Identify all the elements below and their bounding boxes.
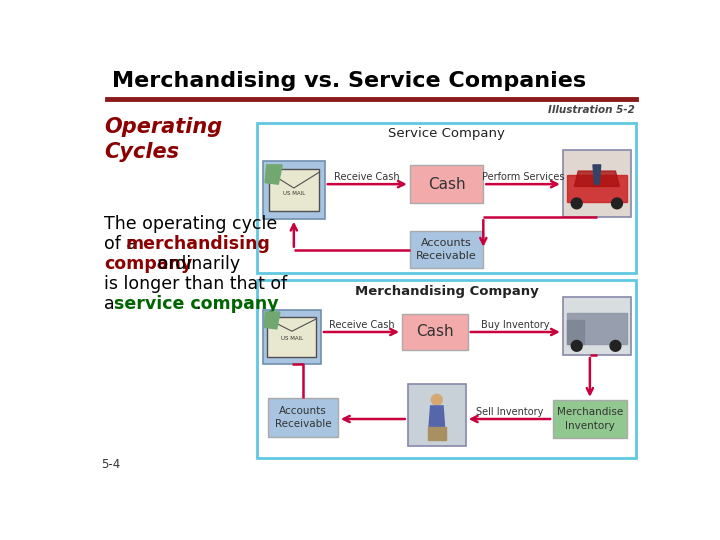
FancyBboxPatch shape bbox=[408, 384, 466, 446]
Text: Merchandising Company: Merchandising Company bbox=[355, 285, 539, 298]
Polygon shape bbox=[575, 171, 619, 186]
Text: US MAIL: US MAIL bbox=[281, 336, 303, 341]
FancyBboxPatch shape bbox=[563, 150, 631, 217]
FancyBboxPatch shape bbox=[410, 165, 483, 204]
Text: is longer than that of: is longer than that of bbox=[104, 275, 287, 293]
Text: US MAIL: US MAIL bbox=[283, 191, 305, 196]
FancyBboxPatch shape bbox=[269, 168, 319, 211]
Text: The operating cycle: The operating cycle bbox=[104, 215, 277, 233]
Polygon shape bbox=[264, 312, 280, 329]
Text: Perform Services: Perform Services bbox=[482, 172, 564, 182]
Polygon shape bbox=[571, 340, 582, 351]
Polygon shape bbox=[265, 165, 282, 184]
Text: Service Company: Service Company bbox=[388, 127, 505, 140]
FancyBboxPatch shape bbox=[263, 309, 321, 363]
Text: a: a bbox=[104, 295, 120, 313]
Text: Merchandise
Inventory: Merchandise Inventory bbox=[557, 407, 623, 430]
Text: Sell Inventory: Sell Inventory bbox=[476, 407, 543, 417]
Polygon shape bbox=[593, 165, 600, 184]
Text: Merchandising vs. Service Companies: Merchandising vs. Service Companies bbox=[112, 71, 586, 91]
FancyBboxPatch shape bbox=[269, 398, 338, 437]
Text: Illustration 5-2: Illustration 5-2 bbox=[548, 105, 635, 115]
FancyBboxPatch shape bbox=[267, 318, 316, 357]
Polygon shape bbox=[567, 320, 585, 343]
FancyBboxPatch shape bbox=[402, 314, 468, 350]
Text: Cash: Cash bbox=[416, 325, 454, 340]
Text: service company: service company bbox=[114, 295, 279, 313]
Text: Cash: Cash bbox=[428, 177, 465, 192]
Polygon shape bbox=[429, 406, 444, 427]
FancyBboxPatch shape bbox=[553, 400, 626, 438]
Text: Receive Cash: Receive Cash bbox=[335, 172, 400, 182]
Polygon shape bbox=[571, 198, 582, 209]
Text: company: company bbox=[104, 255, 192, 273]
Text: Accounts
Receivable: Accounts Receivable bbox=[275, 406, 331, 429]
Text: .: . bbox=[195, 295, 201, 313]
Text: Buy Inventory: Buy Inventory bbox=[481, 320, 549, 330]
Text: Operating
Cycles: Operating Cycles bbox=[104, 117, 222, 162]
Text: 5-4: 5-4 bbox=[101, 458, 120, 471]
Text: Receive Cash: Receive Cash bbox=[328, 320, 395, 330]
Polygon shape bbox=[611, 198, 622, 209]
FancyBboxPatch shape bbox=[256, 280, 636, 457]
Polygon shape bbox=[610, 340, 621, 351]
FancyBboxPatch shape bbox=[410, 231, 483, 268]
FancyBboxPatch shape bbox=[563, 298, 631, 355]
Text: of a: of a bbox=[104, 235, 143, 253]
Text: Accounts
Receivable: Accounts Receivable bbox=[416, 238, 477, 261]
FancyBboxPatch shape bbox=[263, 161, 325, 219]
Polygon shape bbox=[428, 427, 446, 440]
FancyBboxPatch shape bbox=[256, 123, 636, 273]
Text: ordinarily: ordinarily bbox=[152, 255, 240, 273]
Polygon shape bbox=[431, 394, 442, 405]
Text: merchandising: merchandising bbox=[126, 235, 271, 253]
Polygon shape bbox=[567, 175, 627, 202]
Polygon shape bbox=[567, 313, 627, 343]
